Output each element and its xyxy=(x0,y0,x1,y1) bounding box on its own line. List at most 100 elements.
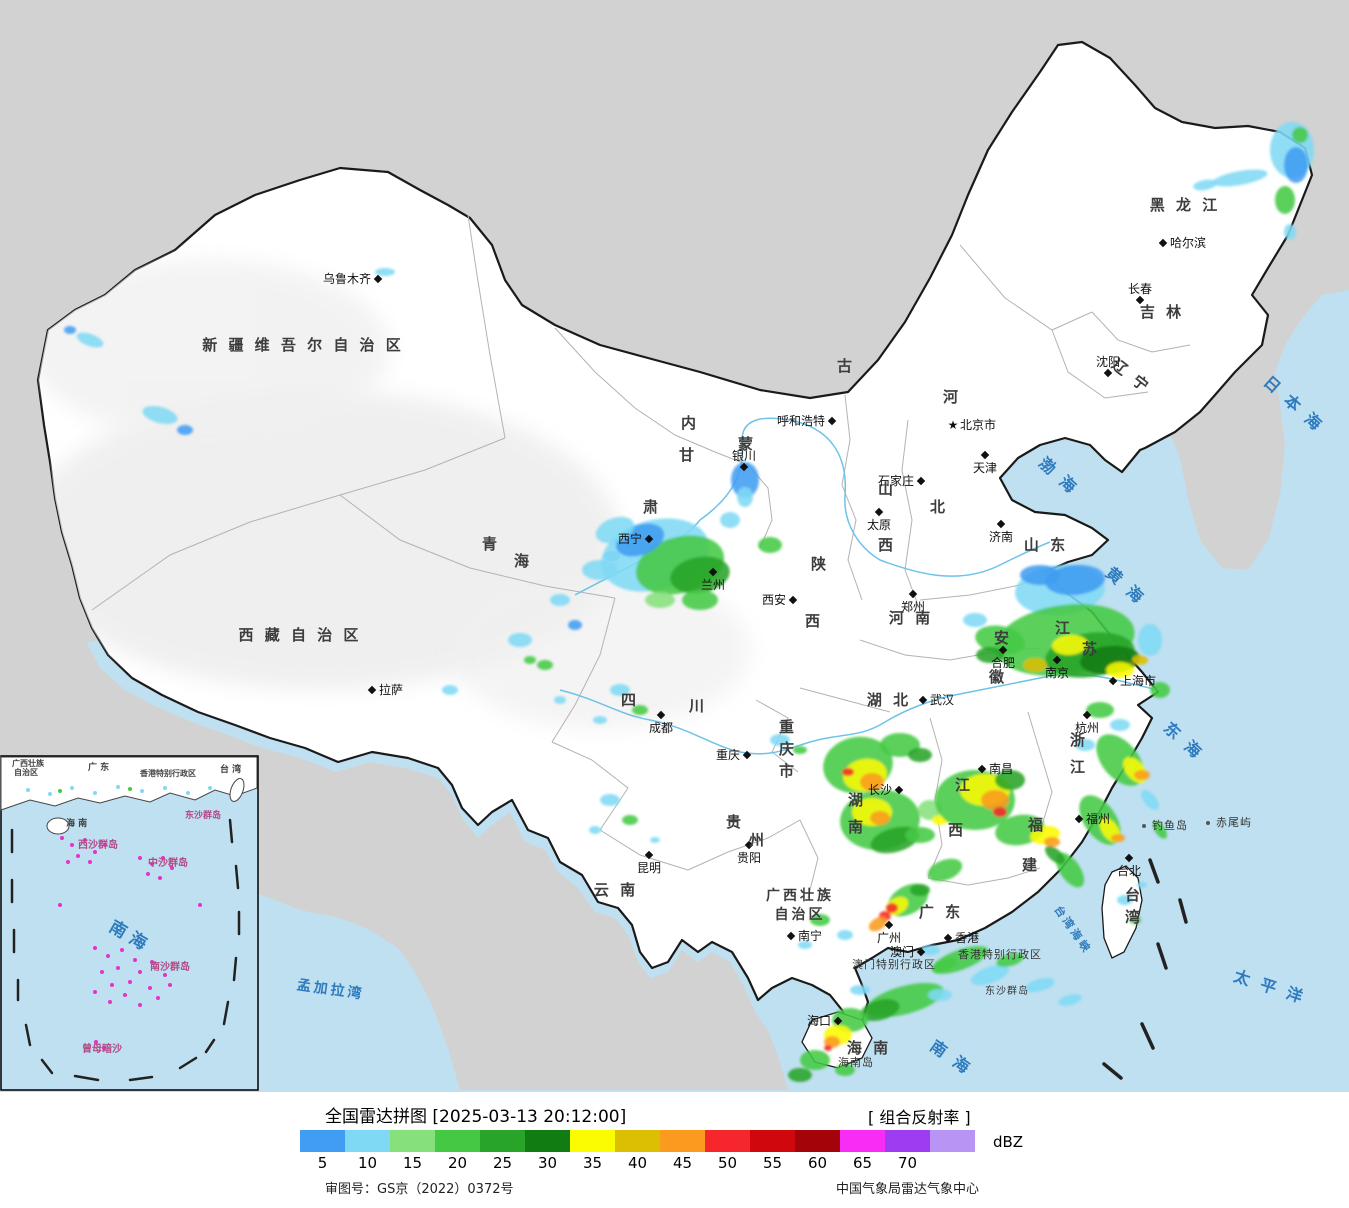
radar-speck xyxy=(186,791,190,795)
radar-echo xyxy=(842,768,854,776)
inset-islands xyxy=(26,785,212,1050)
province-label: 江 xyxy=(955,776,973,794)
colorbar-cell xyxy=(660,1130,705,1152)
island-dot xyxy=(103,843,107,847)
island-dot xyxy=(133,958,137,962)
radar-echo xyxy=(824,1045,832,1051)
province-label: 新 疆 维 吾 尔 自 治 区 xyxy=(202,336,404,354)
island-dot xyxy=(106,954,110,958)
island-dot xyxy=(93,850,97,854)
city-marker-icon xyxy=(373,274,383,284)
radar-echo xyxy=(927,858,963,882)
inset-label: 曾母暗沙 xyxy=(82,1042,122,1055)
city: 拉萨 xyxy=(367,682,403,697)
radar-echo xyxy=(720,512,740,528)
colorbar-tick: 45 xyxy=(672,1154,693,1172)
approval-number: 审图号：GS京（2022）0372号 xyxy=(325,1182,514,1197)
city-marker-icon xyxy=(788,595,798,605)
city-label: 拉萨 xyxy=(379,682,403,697)
radar-echo xyxy=(645,592,675,608)
radar-echo xyxy=(1075,739,1095,751)
province-label: 建 xyxy=(1022,856,1040,874)
radar-echo xyxy=(142,405,178,425)
radar-echo xyxy=(996,953,1024,967)
radar-echo xyxy=(1086,702,1114,718)
inset-mainland-coast xyxy=(0,756,258,811)
city-label: 武汉 xyxy=(930,693,954,707)
city: 杭州 xyxy=(1075,710,1099,735)
city-label: 乌鲁木齐 xyxy=(323,271,371,286)
island-dot xyxy=(83,838,87,842)
city: 石家庄 xyxy=(878,473,926,488)
island-dot xyxy=(58,903,62,907)
city-label: 广州 xyxy=(877,931,901,945)
province-label: 川 xyxy=(688,697,707,715)
city-marker-icon xyxy=(827,416,837,426)
colorbar-tick: 40 xyxy=(627,1154,648,1172)
province-borders xyxy=(91,214,1191,899)
island-dot xyxy=(198,903,202,907)
colorbar-tick: 25 xyxy=(492,1154,513,1172)
city-label: 哈尔滨 xyxy=(1170,235,1206,250)
city-label: 银川 xyxy=(732,449,756,463)
radar-echo xyxy=(880,733,920,757)
city-marker-icon xyxy=(644,534,654,544)
radar-speck xyxy=(208,786,212,790)
city: 西宁 xyxy=(618,531,654,546)
island-dot xyxy=(158,876,162,880)
inset-hainan xyxy=(46,817,70,835)
province-label: 徽 xyxy=(988,668,1007,686)
radar-echo xyxy=(442,685,458,695)
city-label: 昆明 xyxy=(637,861,661,875)
radar-echo xyxy=(928,989,952,1001)
colorbar-tick: 20 xyxy=(447,1154,468,1172)
radar-echo xyxy=(835,1064,855,1076)
colorbar-cell xyxy=(750,1130,795,1152)
radar-echo xyxy=(650,837,660,843)
colorbar-tick: 60 xyxy=(807,1154,828,1172)
island-dot xyxy=(163,973,167,977)
province-label: 市 xyxy=(779,762,797,780)
radar-speck xyxy=(128,787,132,791)
radar-echo xyxy=(1117,895,1133,905)
city-label: 长春 xyxy=(1128,282,1152,296)
radar-echo xyxy=(798,941,812,949)
city: 重庆 xyxy=(716,748,752,762)
city-marker-icon xyxy=(916,476,926,486)
city-label: 台北 xyxy=(1117,863,1141,878)
island-dot xyxy=(116,966,120,970)
island-dot xyxy=(168,983,172,987)
city-label: 南昌 xyxy=(989,761,1013,776)
city-label: 南宁 xyxy=(798,928,822,943)
colorbar-cell xyxy=(300,1130,345,1152)
city: 福州 xyxy=(1074,811,1110,826)
province-label: 西 xyxy=(878,536,896,554)
province-label: 贵 xyxy=(726,813,744,831)
city-marker-icon xyxy=(908,589,918,599)
island-dot xyxy=(170,866,174,870)
province-label: 州 xyxy=(748,831,767,849)
colorbar-ticks: 5 10 15 20 25 30 35 40 45 50 55 60 65 70 xyxy=(300,1154,1000,1172)
radar-echo xyxy=(870,811,890,825)
radar-echo xyxy=(770,734,790,746)
city: 成都 xyxy=(649,710,673,735)
radar-echo xyxy=(1141,790,1159,810)
radar-echo xyxy=(1023,658,1047,672)
terrain-shading xyxy=(38,260,750,730)
city: 上海市 xyxy=(1108,673,1156,688)
city: 西安 xyxy=(762,592,798,607)
colorbar-tick: 15 xyxy=(402,1154,423,1172)
map-title: 全国雷达拼图 [2025-03-13 20:12:00] xyxy=(325,1107,627,1127)
radar-echo xyxy=(1284,224,1296,240)
radar-echo xyxy=(1284,147,1308,183)
province-label: 海 南 xyxy=(847,1039,891,1057)
inset-label: 西沙群岛 xyxy=(78,838,118,851)
city: 沈阳 xyxy=(1096,354,1120,378)
city: 南宁 xyxy=(786,928,822,943)
island-dot xyxy=(156,996,160,1000)
capital-star-icon: ★ xyxy=(948,418,959,432)
colorbar-cell xyxy=(930,1130,975,1152)
colorbar-tick: 5 xyxy=(317,1154,328,1172)
radar-speck xyxy=(116,785,120,789)
inset-label: 南沙群岛 xyxy=(150,960,190,973)
